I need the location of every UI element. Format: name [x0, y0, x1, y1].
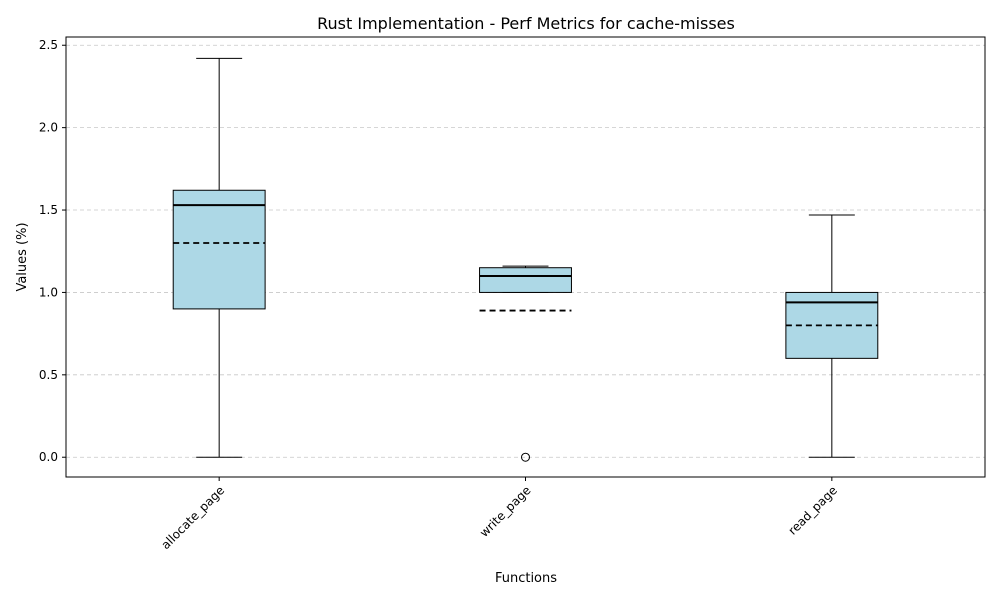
x-axis-ticks: allocate_page write_page read_page	[158, 477, 840, 552]
y-tick-label: 1.0	[39, 285, 58, 299]
y-tick-label: 2.0	[39, 121, 58, 135]
y-tick-label: 0.5	[39, 368, 58, 382]
y-axis-label: Values (%)	[15, 222, 30, 291]
x-tick-label: allocate_page	[158, 483, 227, 552]
y-tick-label: 2.5	[39, 38, 58, 52]
x-tick-label: read_page	[786, 483, 840, 537]
box-series	[172, 57, 879, 462]
x-axis-label: Functions	[495, 571, 557, 586]
y-tick-label: 1.5	[39, 203, 58, 217]
y-tick-label: 0.0	[39, 450, 58, 464]
box-group-read_page	[785, 214, 879, 458]
outlier-point	[521, 452, 530, 462]
box-group-allocate_page	[172, 57, 266, 458]
chart-title: Rust Implementation - Perf Metrics for c…	[317, 14, 735, 33]
x-tick-label: write_page	[477, 483, 534, 540]
iqr-box	[172, 189, 266, 310]
iqr-box	[479, 267, 572, 293]
box-group-write_page	[479, 265, 572, 462]
y-axis-ticks: 0.0 0.5 1.0 1.5 2.0 2.5	[39, 38, 66, 464]
